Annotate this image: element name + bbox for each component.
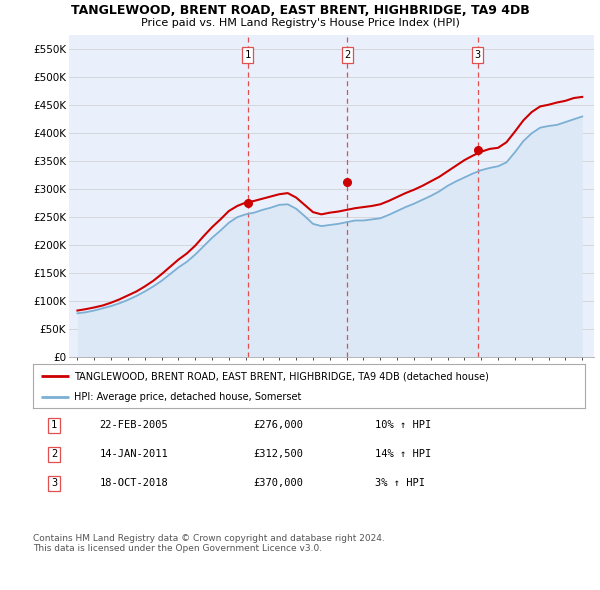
Text: 3: 3 <box>51 478 57 488</box>
Text: £276,000: £276,000 <box>254 421 304 430</box>
Text: 2: 2 <box>51 450 57 459</box>
Text: 18-OCT-2018: 18-OCT-2018 <box>99 478 168 488</box>
Text: 1: 1 <box>51 421 57 430</box>
Text: Price paid vs. HM Land Registry's House Price Index (HPI): Price paid vs. HM Land Registry's House … <box>140 18 460 28</box>
Text: 2: 2 <box>344 50 350 60</box>
Text: TANGLEWOOD, BRENT ROAD, EAST BRENT, HIGHBRIDGE, TA9 4DB (detached house): TANGLEWOOD, BRENT ROAD, EAST BRENT, HIGH… <box>74 372 489 381</box>
Text: Contains HM Land Registry data © Crown copyright and database right 2024.
This d: Contains HM Land Registry data © Crown c… <box>33 534 385 553</box>
Text: 3% ↑ HPI: 3% ↑ HPI <box>375 478 425 488</box>
Text: 22-FEB-2005: 22-FEB-2005 <box>99 421 168 430</box>
Text: 1: 1 <box>245 50 251 60</box>
Text: 3: 3 <box>475 50 481 60</box>
Text: £370,000: £370,000 <box>254 478 304 488</box>
Text: 14-JAN-2011: 14-JAN-2011 <box>99 450 168 459</box>
Text: HPI: Average price, detached house, Somerset: HPI: Average price, detached house, Some… <box>74 392 302 402</box>
Text: 14% ↑ HPI: 14% ↑ HPI <box>375 450 431 459</box>
Text: £312,500: £312,500 <box>254 450 304 459</box>
Text: TANGLEWOOD, BRENT ROAD, EAST BRENT, HIGHBRIDGE, TA9 4DB: TANGLEWOOD, BRENT ROAD, EAST BRENT, HIGH… <box>71 4 529 17</box>
Text: 10% ↑ HPI: 10% ↑ HPI <box>375 421 431 430</box>
